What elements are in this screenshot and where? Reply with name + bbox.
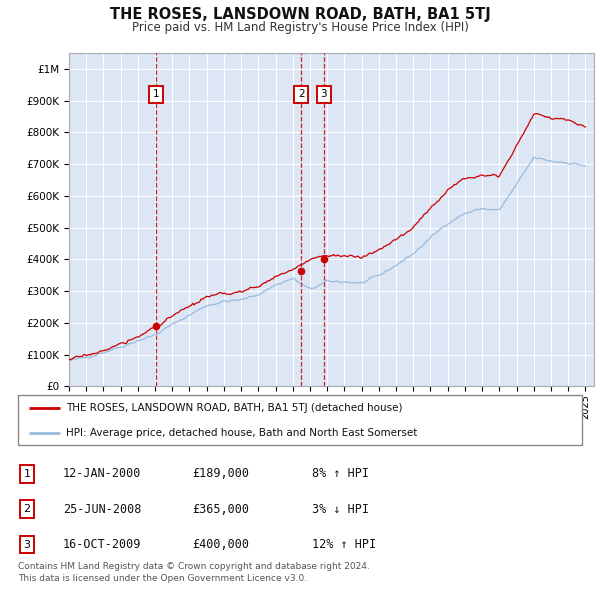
Text: 2: 2 xyxy=(298,89,305,99)
Text: 12-JAN-2000: 12-JAN-2000 xyxy=(63,467,142,480)
Text: 3: 3 xyxy=(320,89,327,99)
Text: 8% ↑ HPI: 8% ↑ HPI xyxy=(312,467,369,480)
FancyBboxPatch shape xyxy=(18,395,582,445)
Text: 3: 3 xyxy=(23,540,31,549)
Text: HPI: Average price, detached house, Bath and North East Somerset: HPI: Average price, detached house, Bath… xyxy=(66,428,418,438)
Text: THE ROSES, LANSDOWN ROAD, BATH, BA1 5TJ: THE ROSES, LANSDOWN ROAD, BATH, BA1 5TJ xyxy=(110,7,490,22)
Text: 1: 1 xyxy=(152,89,159,99)
Text: £400,000: £400,000 xyxy=(192,538,249,551)
Text: Price paid vs. HM Land Registry's House Price Index (HPI): Price paid vs. HM Land Registry's House … xyxy=(131,21,469,34)
Text: THE ROSES, LANSDOWN ROAD, BATH, BA1 5TJ (detached house): THE ROSES, LANSDOWN ROAD, BATH, BA1 5TJ … xyxy=(66,403,403,413)
Text: 25-JUN-2008: 25-JUN-2008 xyxy=(63,503,142,516)
Text: 2: 2 xyxy=(23,504,31,514)
Text: £189,000: £189,000 xyxy=(192,467,249,480)
Text: 16-OCT-2009: 16-OCT-2009 xyxy=(63,538,142,551)
Text: 1: 1 xyxy=(23,469,31,478)
Text: 3% ↓ HPI: 3% ↓ HPI xyxy=(312,503,369,516)
Text: £365,000: £365,000 xyxy=(192,503,249,516)
Text: 12% ↑ HPI: 12% ↑ HPI xyxy=(312,538,376,551)
Text: Contains HM Land Registry data © Crown copyright and database right 2024.
This d: Contains HM Land Registry data © Crown c… xyxy=(18,562,370,583)
